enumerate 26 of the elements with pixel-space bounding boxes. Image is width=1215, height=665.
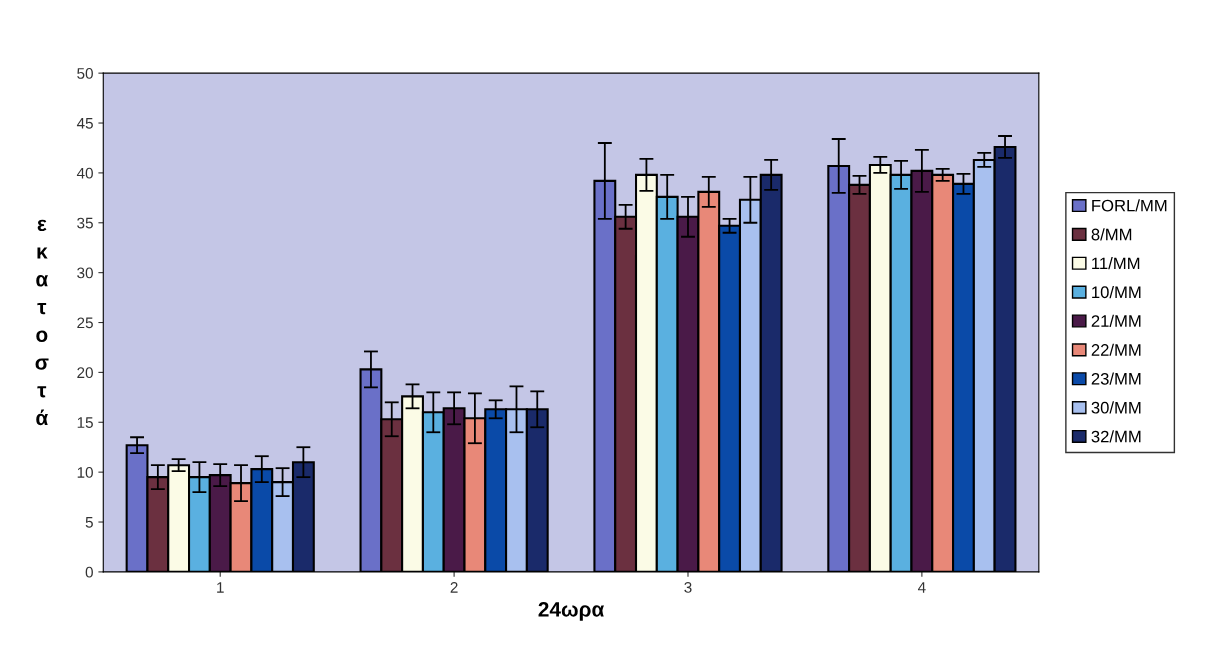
y-tick-label: 10	[77, 467, 93, 478]
y-tick-label: 30	[77, 267, 93, 279]
y-tick-label: 20	[77, 367, 93, 379]
y-tick-label: 0	[85, 566, 93, 578]
legend-label: 21/MM	[1091, 314, 1141, 327]
y-axis-title: εκατοστά	[35, 219, 49, 426]
x-axis-title: 24ωρα	[538, 601, 605, 621]
legend-label: 8/MM	[1091, 228, 1132, 241]
legend-label: 22/MM	[1091, 343, 1141, 356]
legend-label: 32/MM	[1091, 430, 1141, 443]
legend-label: FORL/MM	[1092, 199, 1167, 212]
x-tick-label: 3	[684, 582, 692, 593]
legend-label: 30/MM	[1091, 401, 1141, 414]
legend-label: 23/MM	[1091, 372, 1141, 385]
y-tick-label: 50	[77, 68, 93, 79]
y-tick-label: 45	[76, 118, 93, 129]
y-tick-label: 40	[76, 167, 93, 179]
x-tick-label: 1	[217, 582, 224, 593]
x-tick-label: 2	[450, 582, 458, 593]
y-tick-label: 25	[77, 317, 93, 329]
y-tick-label: 15	[77, 417, 93, 428]
x-tick-label: 4	[917, 582, 926, 593]
y-tick-label: 5	[85, 517, 93, 528]
y-tick-label: 35	[77, 217, 93, 229]
legend-label: 10/MM	[1092, 285, 1141, 299]
legend-label: 11/MM	[1092, 257, 1140, 270]
